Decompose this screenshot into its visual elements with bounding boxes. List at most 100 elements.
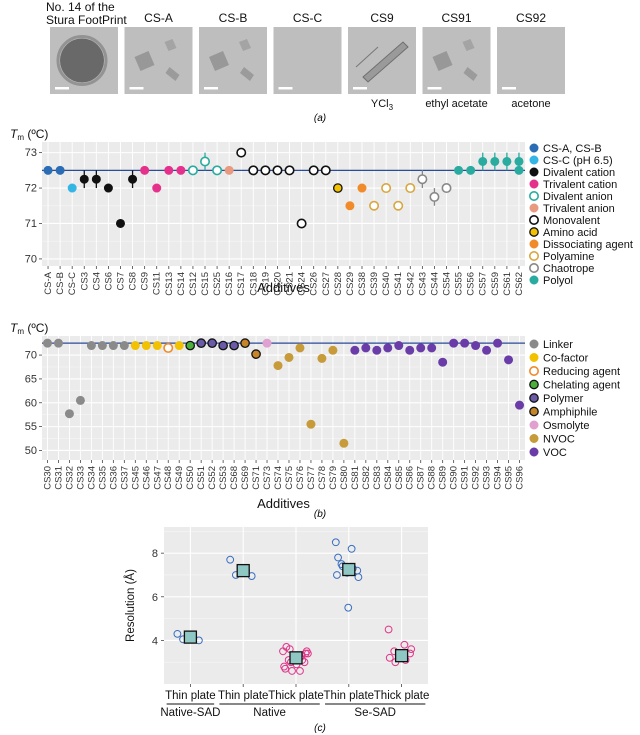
x-tick-label: CS30 [42, 466, 53, 490]
data-point [115, 218, 125, 228]
data-point [218, 340, 228, 351]
data-point [97, 341, 107, 351]
legend-label: Trivalent cation [543, 179, 617, 191]
data-point [164, 165, 174, 175]
x-tick-label: Thin plate [218, 690, 269, 702]
y-tick-label: 71 [25, 218, 37, 230]
data-point [185, 340, 196, 351]
data-point [339, 438, 349, 448]
data-point [320, 165, 331, 176]
legend-label: Chelating agent [543, 380, 620, 392]
x-tick-label: CS79 [328, 466, 339, 490]
x-tick-label: CS31 [53, 466, 64, 490]
legend-label: Amino acid [543, 227, 597, 239]
y-tick-label: 55 [25, 421, 37, 433]
micrograph-title: No. 14 of the [46, 0, 115, 14]
x-tick-label: CS75 [284, 466, 295, 490]
legend-label: CS-A, CS-B [543, 143, 602, 155]
x-tick-label: CS13 [164, 272, 175, 296]
x-tick-label: CS94 [493, 466, 504, 490]
data-point [357, 183, 367, 193]
crystal-shard [239, 39, 251, 51]
legend-key [528, 215, 539, 226]
data-point [91, 174, 101, 184]
legend-label: Divalent anion [543, 191, 613, 203]
data-point [504, 355, 514, 365]
x-tick-label: CS57 [478, 272, 489, 296]
x-tick-label: CS56 [466, 272, 477, 296]
legend-label: Amphiphile [543, 407, 597, 419]
legend-label: Co-factor [543, 353, 589, 365]
data-point [152, 183, 162, 193]
data-point [393, 200, 404, 211]
x-tick-label: CS41 [393, 272, 404, 296]
crystal-shard [164, 39, 177, 51]
data-point [282, 643, 291, 651]
legend-label: Divalent cation [543, 167, 615, 179]
x-tick-label: CS11 [152, 272, 163, 295]
x-tick-label: CS84 [383, 466, 394, 490]
data-point [454, 165, 464, 175]
x-tick-label: CS8 [128, 272, 139, 290]
data-point [295, 343, 305, 353]
data-point [273, 361, 283, 371]
panel-b-label: (b) [314, 509, 326, 520]
legend-key [529, 275, 539, 285]
x-tick-label: CS18 [248, 272, 259, 296]
x-tick-label: CS78 [317, 466, 328, 490]
plot-background [42, 336, 525, 460]
x-tick-label: CS80 [339, 466, 350, 490]
legend-key [529, 393, 539, 403]
y-tick-label: 6 [152, 592, 158, 604]
data-point [345, 201, 355, 211]
data-point [427, 343, 437, 353]
micrograph-title: CS-A [144, 11, 173, 25]
data-point [441, 183, 452, 194]
micrograph-4: CS9 YCl3 [348, 11, 416, 112]
data-point [163, 342, 174, 353]
x-tick-label: CS83 [372, 466, 383, 490]
panel-c-label: (c) [314, 723, 326, 734]
data-point [284, 165, 295, 176]
crystal-shard [165, 67, 180, 81]
micrograph-6: CS92 acetone [497, 11, 565, 110]
data-point [130, 341, 140, 351]
x-tick-label: Thin plate [165, 690, 216, 702]
data-point [438, 357, 448, 367]
scale-bar [427, 87, 442, 90]
x-tick-label: CS81 [350, 466, 361, 490]
data-point [260, 165, 271, 176]
legend-key [529, 406, 539, 417]
data-point [67, 183, 77, 193]
legend-key [528, 251, 539, 262]
data-point [471, 341, 481, 351]
scale-bar [353, 87, 367, 90]
x-tick-label: CS12 [188, 272, 199, 296]
x-tick-label: CS47 [152, 466, 163, 490]
data-point [240, 338, 250, 349]
legend-key [529, 352, 539, 362]
x-tick-label: CS16 [224, 272, 235, 296]
legend-key [528, 262, 539, 273]
legend-key [529, 447, 539, 457]
x-tick-label: CS27 [321, 272, 332, 296]
x-tick-label: CS93 [482, 466, 493, 490]
y-tick-label: 70 [25, 350, 37, 362]
micrograph-title: Stura FootPrint [46, 13, 127, 27]
y-axis-label: Tm (ºC) [10, 127, 48, 142]
label-part: T [10, 127, 19, 141]
x-tick-label: CS14 [176, 272, 187, 296]
y-tick-label: 50 [25, 445, 37, 457]
x-axis-label: Additives [257, 496, 310, 511]
caption-part: YCl [371, 98, 389, 110]
micrograph-title: CS-C [293, 11, 323, 25]
data-point [317, 353, 327, 363]
y-tick-label: 60 [25, 397, 37, 409]
legend-key [529, 339, 539, 349]
x-tick-label: CS32 [64, 466, 75, 490]
scale-bar [129, 87, 144, 90]
data-point [502, 156, 512, 166]
micrograph-title: CS9 [370, 11, 394, 25]
legend-key [529, 167, 539, 177]
